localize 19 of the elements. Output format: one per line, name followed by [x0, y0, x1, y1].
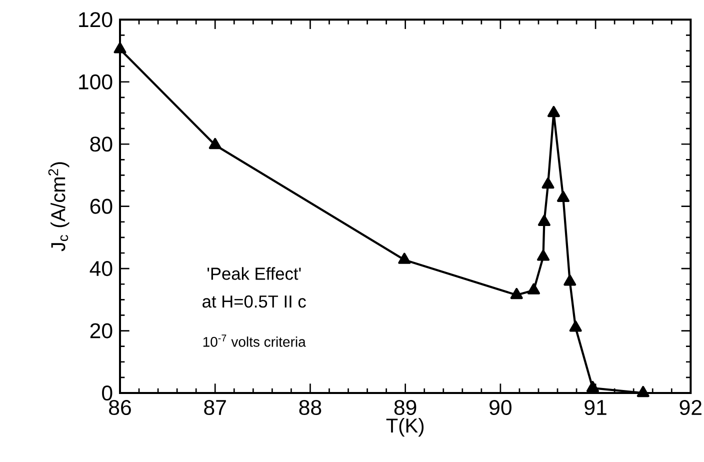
x-tick-label: 89	[394, 400, 416, 416]
y-tick-label: 60	[90, 198, 112, 214]
y-tick-label: 40	[90, 261, 112, 276]
x-tick-label: 87	[204, 400, 226, 416]
y-tick-label: 120	[79, 12, 112, 28]
x-axis-title: T(K)	[386, 418, 424, 437]
x-tick-label: 86	[109, 400, 131, 416]
annotation: 'Peak Effect'	[208, 267, 301, 280]
x-tick-label: 88	[299, 400, 322, 416]
annotation: at H=0.5T II c	[202, 295, 306, 308]
y-tick-label: 0	[102, 385, 112, 401]
annotation: 10$^{-7}$ volts criteria	[203, 334, 306, 347]
x-tick-label: 90	[490, 400, 512, 416]
y-tick-label: 100	[79, 74, 112, 90]
y-axis-title: J$_{c}$ (A/cm$^{2}$)	[48, 162, 70, 252]
y-tick-label: 80	[90, 136, 112, 152]
y-tick-label: 20	[90, 323, 112, 338]
x-tick-label: 92	[680, 400, 702, 416]
x-tick-label: 91	[584, 400, 606, 416]
